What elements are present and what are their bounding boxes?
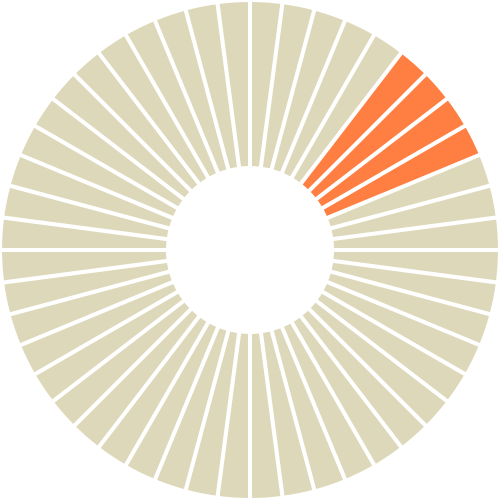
donut-segment xyxy=(215,0,252,171)
